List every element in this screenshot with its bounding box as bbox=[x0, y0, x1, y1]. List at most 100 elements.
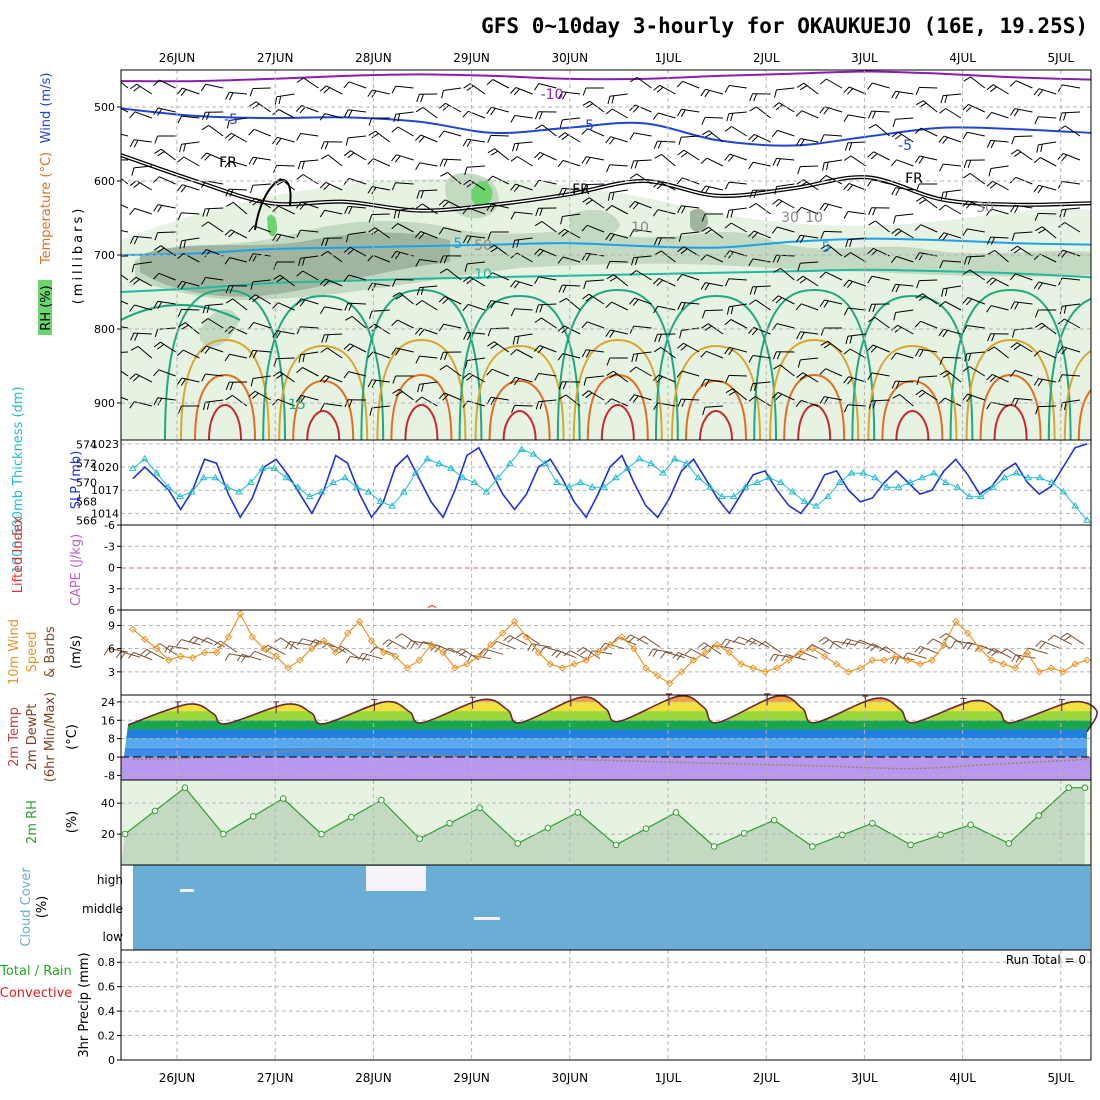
wind-barb bbox=[732, 388, 748, 401]
wind-barb bbox=[919, 279, 938, 282]
thickness-point bbox=[517, 445, 526, 452]
wind-barb bbox=[993, 648, 1012, 659]
wind-speed-point bbox=[618, 633, 626, 641]
wind-barb bbox=[538, 83, 557, 89]
wind-barb-flag bbox=[868, 207, 873, 216]
wind-barb bbox=[490, 396, 509, 401]
thickness-point bbox=[647, 459, 656, 467]
wind-barb-flag bbox=[916, 377, 920, 386]
wind-barb-flag bbox=[720, 638, 727, 646]
wind-barb-flag bbox=[870, 645, 877, 652]
wind-barb-flag bbox=[144, 651, 151, 658]
wind-barb-flag bbox=[1063, 112, 1067, 121]
wind-barb-flag bbox=[611, 95, 615, 104]
wind-barb bbox=[401, 633, 419, 646]
wind-barb-flag bbox=[1012, 329, 1015, 338]
wind-barb-flag bbox=[987, 346, 995, 352]
wind-barb-flag bbox=[1013, 109, 1020, 117]
wind-barb-flag bbox=[320, 250, 328, 257]
wind-barb-flag bbox=[868, 316, 876, 323]
wind-barb-flag bbox=[534, 276, 540, 284]
wind-barb bbox=[945, 108, 962, 119]
wind-barb bbox=[205, 373, 224, 377]
wind-barb bbox=[657, 112, 676, 119]
wind-speed-point bbox=[689, 656, 698, 664]
wind-barb-flag bbox=[225, 285, 230, 294]
wind-barb bbox=[562, 256, 581, 263]
wind-barb-flag bbox=[563, 650, 571, 657]
wind-barb bbox=[729, 153, 747, 161]
day-label-bottom: 5JUL bbox=[1047, 1071, 1074, 1085]
wind-barb bbox=[992, 84, 1009, 95]
wind-barb-flag bbox=[1011, 233, 1015, 242]
slp-tick-label: 1023 bbox=[91, 438, 119, 451]
wind-speed-point bbox=[1035, 668, 1044, 676]
wind-barb-flag bbox=[1034, 213, 1039, 221]
wind-barb-flag bbox=[847, 281, 853, 288]
wind-barb-flag bbox=[248, 156, 254, 165]
wind-barb-flag bbox=[749, 286, 754, 295]
wind-barb bbox=[158, 176, 176, 185]
wind-barb bbox=[1038, 212, 1057, 215]
rh-point bbox=[416, 835, 423, 843]
wind-barb bbox=[1038, 405, 1057, 408]
wind-barb bbox=[419, 381, 438, 385]
temp-contour--5 bbox=[121, 107, 1091, 147]
wind-barb-flag bbox=[325, 238, 329, 246]
wind-barb-flag bbox=[702, 407, 706, 416]
wind-barb bbox=[990, 139, 1009, 143]
wind-barb-flag bbox=[895, 381, 900, 389]
wind-barb-flag bbox=[751, 328, 758, 336]
wind-barb-flag bbox=[414, 327, 421, 335]
wind-barb bbox=[136, 180, 153, 191]
wind-barb-flag bbox=[656, 183, 664, 190]
wind-barb-flag bbox=[820, 340, 828, 346]
wind-barb bbox=[277, 136, 295, 143]
wind-barb-flag bbox=[730, 113, 734, 122]
wind-barb-flag bbox=[201, 373, 206, 382]
wind-barb-flag bbox=[772, 158, 777, 166]
cloud-level-label: middle bbox=[82, 902, 123, 916]
wind-barb-flag bbox=[296, 77, 304, 83]
wind-barb-flag bbox=[490, 108, 496, 116]
wind-barb-flag bbox=[224, 229, 232, 236]
lifted-index-trace bbox=[427, 605, 437, 609]
thickness-tick-label: 574 bbox=[76, 439, 97, 452]
wind-barb-flag bbox=[430, 644, 437, 652]
wind-barb bbox=[121, 204, 129, 209]
wind-barb-flag bbox=[823, 107, 829, 115]
wind-barb-flag bbox=[534, 111, 539, 120]
wind-barb-flag bbox=[894, 657, 900, 665]
wind-barb-flag bbox=[938, 301, 946, 308]
wind-barb bbox=[279, 371, 295, 383]
precip-total-label: Total / Rain bbox=[0, 964, 72, 979]
wind-speed-point bbox=[200, 648, 209, 657]
wind-barb-flag bbox=[942, 137, 949, 144]
wind-barb bbox=[181, 280, 200, 287]
wind-barb-flag bbox=[486, 272, 493, 279]
day-label-top: 4JUL bbox=[949, 51, 976, 65]
wind-barb-flag bbox=[1014, 398, 1019, 407]
thickness-point bbox=[1000, 473, 1009, 481]
wind-barb bbox=[800, 234, 819, 239]
wind-speed-point bbox=[487, 641, 495, 649]
wind-barb-flag bbox=[180, 378, 187, 386]
wind-barb bbox=[800, 261, 819, 264]
mid-cloud-patch bbox=[474, 917, 500, 920]
wind-barb-flag bbox=[464, 360, 468, 369]
wind-speed-point bbox=[916, 660, 924, 668]
wind-barb-flag bbox=[248, 253, 254, 262]
wind-barb-flag bbox=[822, 162, 825, 171]
thickness-point bbox=[694, 473, 703, 481]
wind-barb-flag bbox=[652, 209, 659, 217]
wind-barb-flag bbox=[1014, 151, 1022, 157]
wind-barb bbox=[967, 228, 985, 233]
wind-barb-flag bbox=[562, 92, 567, 100]
wind-barb-flag bbox=[487, 341, 495, 347]
wind-barb-flag bbox=[724, 640, 731, 648]
wind-barb-flag bbox=[368, 117, 373, 126]
rh-region-mid bbox=[200, 309, 240, 348]
wind-barb-flag bbox=[632, 106, 640, 113]
wind-barb-flag bbox=[1033, 281, 1040, 289]
wind-barb-flag bbox=[276, 234, 282, 242]
